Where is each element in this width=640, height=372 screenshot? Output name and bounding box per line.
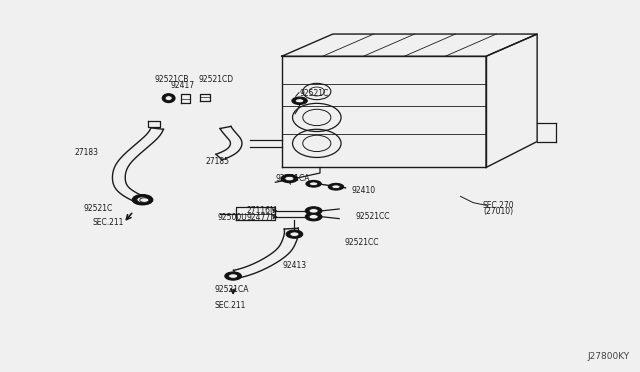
Text: J27800KY: J27800KY bbox=[588, 352, 630, 361]
Ellipse shape bbox=[163, 94, 175, 103]
Ellipse shape bbox=[165, 96, 172, 100]
Text: 92521C: 92521C bbox=[300, 89, 329, 98]
Ellipse shape bbox=[290, 232, 299, 237]
Text: 27183: 27183 bbox=[74, 148, 98, 157]
Text: 92410: 92410 bbox=[352, 186, 376, 195]
Text: 92521C: 92521C bbox=[84, 204, 113, 213]
Ellipse shape bbox=[292, 97, 307, 105]
Text: 92521CA: 92521CA bbox=[214, 285, 249, 294]
Text: 27116M: 27116M bbox=[246, 206, 277, 215]
Ellipse shape bbox=[281, 174, 298, 183]
Ellipse shape bbox=[309, 215, 318, 219]
Ellipse shape bbox=[140, 198, 149, 202]
Ellipse shape bbox=[295, 99, 304, 103]
Text: 92521CB: 92521CB bbox=[155, 75, 189, 84]
Text: 92500U: 92500U bbox=[218, 213, 248, 222]
Ellipse shape bbox=[132, 195, 153, 205]
Text: (27010): (27010) bbox=[484, 207, 514, 216]
Text: 92413: 92413 bbox=[283, 261, 307, 270]
Ellipse shape bbox=[305, 207, 322, 215]
Ellipse shape bbox=[305, 213, 322, 221]
Text: SEC.211: SEC.211 bbox=[215, 301, 246, 310]
Text: 92521CA: 92521CA bbox=[275, 174, 310, 183]
Ellipse shape bbox=[286, 230, 303, 238]
Text: SEC.270: SEC.270 bbox=[483, 201, 515, 210]
Ellipse shape bbox=[306, 180, 321, 187]
Ellipse shape bbox=[309, 182, 318, 186]
Ellipse shape bbox=[332, 185, 340, 189]
Ellipse shape bbox=[285, 176, 294, 181]
Text: 92477M: 92477M bbox=[246, 213, 277, 222]
Ellipse shape bbox=[228, 274, 237, 278]
Text: 92521CC: 92521CC bbox=[344, 238, 379, 247]
Ellipse shape bbox=[309, 209, 318, 213]
Text: 92521CC: 92521CC bbox=[355, 212, 390, 221]
Text: 92417: 92417 bbox=[171, 81, 195, 90]
Text: 27185: 27185 bbox=[206, 157, 230, 166]
Ellipse shape bbox=[136, 196, 153, 204]
Text: 92521CD: 92521CD bbox=[199, 75, 234, 84]
Ellipse shape bbox=[137, 197, 148, 203]
Ellipse shape bbox=[225, 272, 241, 280]
Ellipse shape bbox=[328, 183, 344, 190]
Text: SEC.211: SEC.211 bbox=[92, 218, 124, 227]
